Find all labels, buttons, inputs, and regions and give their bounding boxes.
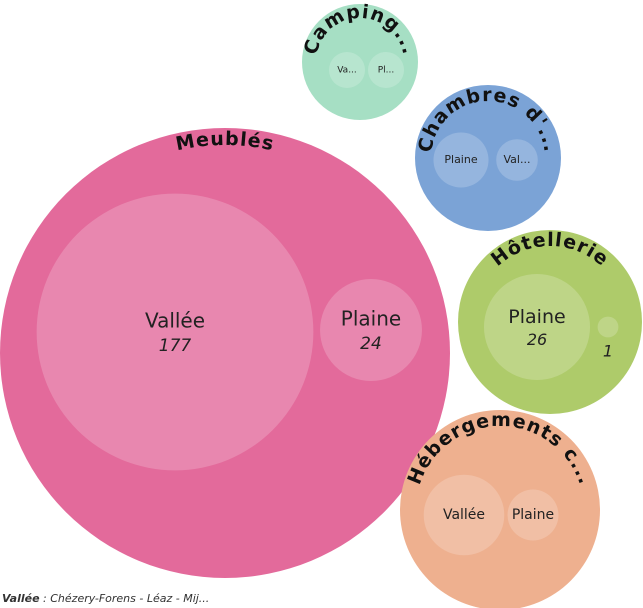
group-circle bbox=[302, 4, 418, 120]
group-circle bbox=[458, 230, 642, 414]
child-label: Va... bbox=[337, 66, 357, 76]
child-label: Vallée bbox=[145, 309, 205, 333]
child-circle bbox=[423, 474, 505, 556]
child-circle bbox=[433, 132, 489, 188]
child-circle bbox=[483, 273, 591, 381]
value-label: 24 bbox=[360, 334, 382, 354]
child-circle bbox=[36, 193, 314, 471]
child-label: Plaine bbox=[444, 153, 477, 166]
group: Hébergements c...Vallée Plaine bbox=[400, 409, 600, 608]
child-label: Plaine bbox=[508, 306, 565, 328]
group: Chambres d'...Plaine Val... bbox=[414, 84, 561, 231]
child-label: Plaine bbox=[512, 507, 554, 523]
footnote: Vallée : Chézery-Forens - Léaz - Mij... bbox=[2, 592, 209, 605]
child-label: Pl... bbox=[378, 66, 395, 76]
child-label: Plaine bbox=[341, 307, 401, 331]
child-circle bbox=[320, 279, 422, 381]
footnote-term: Vallée bbox=[2, 592, 40, 605]
value-label: 26 bbox=[527, 330, 547, 349]
group-circle bbox=[0, 128, 450, 578]
child-circle bbox=[496, 139, 538, 181]
value-label: 177 bbox=[159, 336, 192, 356]
child-label: Val... bbox=[504, 153, 531, 166]
child-label: Vallée bbox=[443, 507, 485, 523]
child-circle bbox=[367, 51, 405, 89]
footnote-text: : Chézery-Forens - Léaz - Mij... bbox=[40, 592, 210, 605]
value-label: 1 bbox=[603, 342, 613, 361]
group-circle bbox=[415, 85, 561, 231]
child-circle bbox=[597, 316, 619, 338]
child-circle bbox=[328, 51, 366, 89]
group: Camping...Va... Pl... bbox=[300, 1, 419, 120]
group-circle bbox=[400, 410, 600, 608]
child-circle bbox=[507, 489, 559, 541]
